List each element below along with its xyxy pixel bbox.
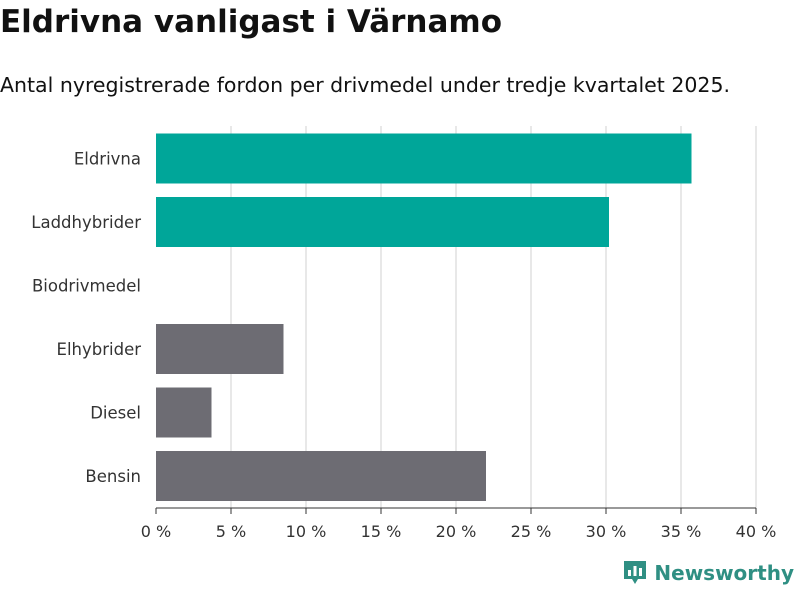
chart-subtitle: Antal nyregistrerade fordon per drivmede… <box>0 73 731 97</box>
x-tick-label: 30 % <box>586 522 627 541</box>
x-tick-label: 40 % <box>736 522 777 541</box>
bar-elhybrider <box>156 324 284 374</box>
x-tick-label: 35 % <box>661 522 702 541</box>
bar-bensin <box>156 451 486 501</box>
category-label: Bensin <box>85 467 141 486</box>
x-tick-label: 0 % <box>141 522 171 541</box>
x-tick-label: 15 % <box>361 522 402 541</box>
category-label: Eldrivna <box>74 150 141 169</box>
bar-laddhybrider <box>156 197 609 247</box>
chart-title: Eldrivna vanligast i Värnamo <box>0 4 503 40</box>
x-tick-label: 20 % <box>436 522 477 541</box>
category-label: Biodrivmedel <box>32 277 141 296</box>
category-label: Elhybrider <box>57 340 142 359</box>
bar-eldrivna <box>156 133 692 184</box>
bar-diesel <box>156 387 212 438</box>
newsworthy-logo: Newsworthy <box>622 558 794 588</box>
category-label: Diesel <box>90 404 141 423</box>
newsworthy-logo-icon <box>624 561 647 584</box>
bars <box>156 133 692 501</box>
x-tick-label: 10 % <box>286 522 327 541</box>
tick-labels: 0 % 5 % 10 % 15 % 20 % 25 % 30 % 35 % 40 % <box>141 522 777 541</box>
category-labels: Eldrivna Laddhybrider Biodrivmedel Elhybrid… <box>31 150 141 487</box>
gridlines <box>230 126 757 508</box>
x-axis <box>155 507 757 514</box>
newsworthy-logo-text: Newsworthy <box>654 561 794 585</box>
category-label: Laddhybrider <box>31 213 141 232</box>
x-tick-label: 25 % <box>511 522 552 541</box>
x-tick-label: 5 % <box>216 522 246 541</box>
